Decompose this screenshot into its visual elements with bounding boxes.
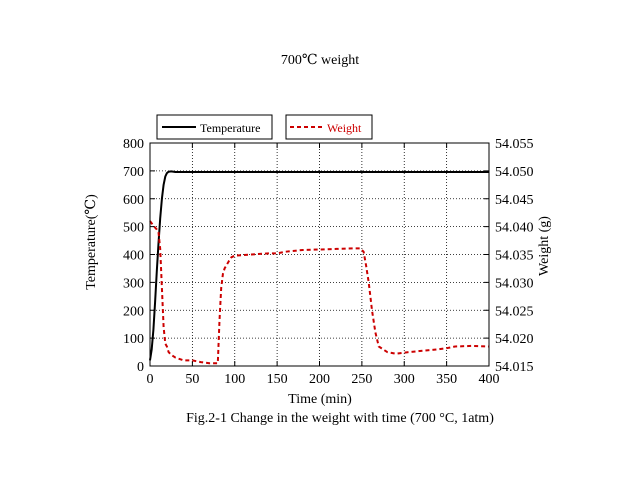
y-left-tick-label: 100 bbox=[123, 332, 144, 347]
y-left-tick-label: 600 bbox=[123, 193, 144, 208]
x-tick-label: 150 bbox=[267, 372, 288, 387]
y-left-tick-label: 500 bbox=[123, 221, 144, 236]
x-tick-label: 350 bbox=[436, 372, 457, 387]
y-right-tick-label: 54.015 bbox=[495, 360, 534, 375]
y-left-tick-label: 0 bbox=[137, 360, 144, 375]
x-tick-label: 200 bbox=[309, 372, 330, 387]
y-right-tick-label: 54.030 bbox=[495, 276, 534, 291]
ticks: 0 50 100 150 200 250 300 350 400 0 100 200 300 400 500… bbox=[123, 137, 534, 387]
plot-frame bbox=[149, 142, 490, 367]
y-right-tick-label: 54.055 bbox=[495, 137, 534, 152]
x-tick-label: 400 bbox=[479, 372, 500, 387]
y-left-tick-label: 400 bbox=[123, 249, 144, 264]
y-left-tick-label: 200 bbox=[123, 304, 144, 319]
y-right-tick-label: 54.025 bbox=[495, 304, 534, 319]
y-left-tick-label: 800 bbox=[123, 137, 144, 152]
y-axis-left-label: Temperature(℃) bbox=[84, 194, 99, 290]
legend: Temperature Weight bbox=[156, 114, 373, 140]
y-right-tick-label: 54.020 bbox=[495, 332, 534, 347]
y-right-tick-label: 54.040 bbox=[495, 221, 534, 236]
x-axis-label: Time (min) bbox=[288, 392, 352, 407]
x-tick-label: 300 bbox=[394, 372, 415, 387]
y-right-tick-label: 54.035 bbox=[495, 249, 534, 264]
series-line-weight bbox=[149, 220, 490, 365]
figure-caption: Fig.2-1 Change in the weight with time (… bbox=[186, 411, 494, 426]
x-tick-label: 0 bbox=[147, 372, 154, 387]
legend-label-weight: Weight bbox=[327, 121, 362, 135]
series-layer bbox=[149, 170, 490, 365]
chart-title: 700℃ weight bbox=[281, 53, 359, 68]
x-tick-label: 100 bbox=[224, 372, 245, 387]
y-left-tick-label: 700 bbox=[123, 165, 144, 180]
series-line-temperature bbox=[149, 170, 489, 361]
y-left-tick-label: 300 bbox=[123, 276, 144, 291]
grid bbox=[150, 143, 489, 366]
x-tick-label: 250 bbox=[351, 372, 372, 387]
y-right-tick-label: 54.045 bbox=[495, 193, 534, 208]
y-axis-right-label: Weight (g) bbox=[537, 216, 552, 276]
y-right-tick-label: 54.050 bbox=[495, 165, 534, 180]
legend-label-temperature: Temperature bbox=[200, 121, 260, 135]
x-tick-label: 50 bbox=[185, 372, 199, 387]
